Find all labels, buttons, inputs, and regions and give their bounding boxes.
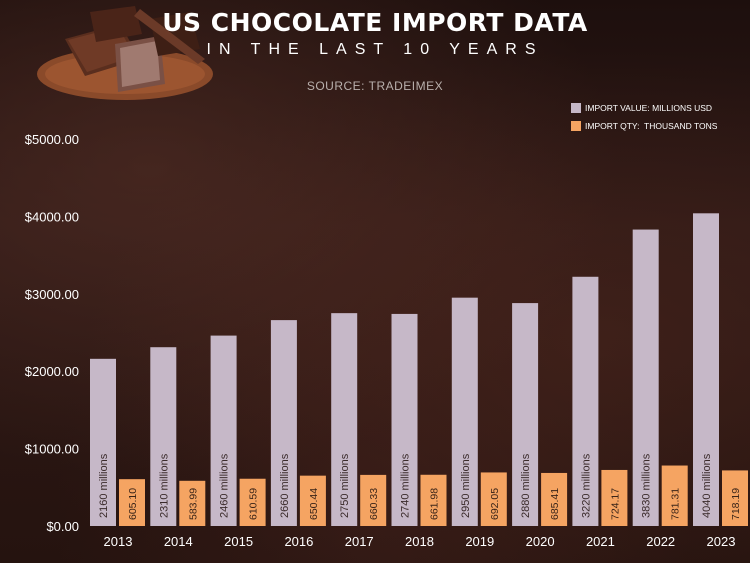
chocolate-pieces-image (37, 6, 213, 100)
bar-qty-label: 781.31 (670, 488, 682, 520)
x-tick-label: 2022 (646, 534, 675, 549)
legend-swatch-import-value (571, 103, 581, 113)
bar-value-label: 2310 millions (158, 453, 170, 518)
bar-import-value (90, 358, 116, 526)
bar-import-value (693, 213, 719, 526)
y-tick-label: $2000.00 (25, 364, 79, 379)
x-tick-label: 2021 (586, 534, 615, 549)
bar-import-qty (239, 478, 266, 526)
bar-import-value (270, 320, 297, 526)
chart-subtitle: IN THE LAST 10 YEARS (206, 41, 544, 58)
bar-value-label: 2660 millions (279, 453, 291, 518)
bar-value-label: 2160 millions (98, 453, 110, 518)
legend-label-import-value: IMPORT VALUE: MILLIONS USD (585, 103, 713, 113)
bar-import-value (391, 313, 418, 526)
x-tick-label: 2013 (104, 534, 133, 549)
bar-value-label: 2950 millions (460, 453, 472, 518)
bar-value-label: 2880 millions (520, 453, 532, 518)
x-tick-label: 2016 (284, 534, 313, 549)
x-tick-label: 2020 (526, 534, 555, 549)
bar-value-label: 3220 millions (580, 453, 592, 518)
chart-legend: IMPORT VALUE: MILLIONS USD IMPORT QTY: T… (571, 101, 717, 137)
bar-import-qty (541, 472, 568, 526)
bar-import-qty (661, 465, 688, 526)
bar-import-qty (480, 472, 507, 526)
bar-import-qty (420, 474, 447, 526)
x-tick-label: 2018 (405, 534, 434, 549)
bar-value-label: 2460 millions (219, 453, 231, 518)
bar-import-qty (299, 475, 326, 526)
bar-qty-label: 650.44 (308, 488, 320, 520)
bar-qty-label: 724.17 (609, 488, 621, 520)
bar-qty-label: 583.99 (187, 488, 199, 520)
bar-import-value (632, 229, 659, 527)
bar-import-value (331, 313, 358, 526)
bar-import-qty (722, 470, 748, 526)
bar-value-label: 2750 millions (339, 453, 351, 518)
y-tick-label: $1000.00 (25, 442, 79, 457)
bar-import-value (210, 335, 237, 526)
bar-import-qty (179, 480, 206, 526)
x-tick-label: 2017 (345, 534, 374, 549)
legend-swatch-import-qty (571, 121, 581, 131)
bar-qty-label: 605.10 (127, 488, 139, 520)
bar-qty-label: 610.59 (248, 488, 260, 520)
bar-import-value (572, 276, 599, 526)
bar-qty-label: 718.19 (730, 488, 742, 520)
chart-title: US CHOCOLATE IMPORT DATA (162, 8, 588, 37)
bar-qty-label: 692.05 (489, 488, 501, 520)
x-tick-label: 2023 (707, 534, 736, 549)
bar-import-qty (601, 469, 628, 526)
legend-item-import-value: IMPORT VALUE: MILLIONS USD (571, 101, 717, 115)
bar-import-qty (119, 479, 145, 526)
chart-source: SOURCE: TRADEIMEX (306, 79, 444, 93)
y-tick-label: $5000.00 (25, 132, 79, 147)
bar-value-label: 2740 millions (400, 453, 412, 518)
y-tick-label: $0.00 (46, 519, 79, 534)
bar-qty-label: 660.33 (368, 488, 380, 520)
bar-value-label: 4040 millions (701, 453, 713, 518)
bar-qty-label: 685.41 (549, 488, 561, 520)
x-tick-label: 2015 (224, 534, 253, 549)
bar-import-value (150, 347, 177, 526)
bar-import-qty (360, 474, 387, 526)
legend-label-import-qty: IMPORT QTY: THOUSAND TONS (585, 121, 718, 131)
bar-import-value (451, 297, 478, 526)
y-tick-label: $3000.00 (25, 287, 79, 302)
legend-item-import-qty: IMPORT QTY: THOUSAND TONS (571, 119, 717, 133)
bar-qty-label: 661.98 (429, 488, 441, 520)
bar-value-label: 3830 millions (641, 453, 653, 518)
y-tick-label: $4000.00 (25, 209, 79, 224)
bar-import-value (512, 303, 539, 526)
x-tick-label: 2019 (465, 534, 494, 549)
x-tick-label: 2014 (164, 534, 193, 549)
